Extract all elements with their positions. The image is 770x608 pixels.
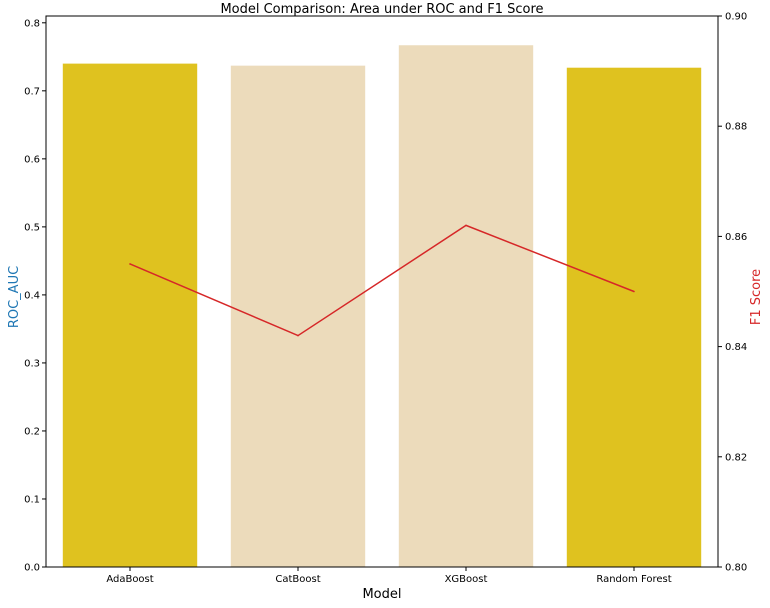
- y-tick-label-right: 0.88: [725, 122, 747, 133]
- y-tick-label-right: 0.90: [725, 12, 747, 23]
- f1-point-catboost: [297, 334, 299, 337]
- chart-title: Model Comparison: Area under ROC and F1 …: [220, 2, 543, 17]
- bars-layer: [62, 45, 702, 568]
- y-tick-label-left: 0.3: [24, 358, 40, 369]
- plot-frame: [45, 15, 719, 568]
- y-tick-label-left: 0.5: [24, 222, 40, 233]
- x-tick-label: XGBoost: [445, 574, 488, 585]
- y-tick-label-right: 0.80: [725, 563, 747, 574]
- y-axis-label-left: ROC_AUC: [7, 266, 22, 328]
- f1-point-xgboost: [465, 224, 467, 227]
- left-axis: 0.0 0.1 0.2 0.3 0.4 0.5 0.6 0.7 0.8: [24, 18, 46, 574]
- y-tick-label-left: 0.0: [24, 563, 40, 574]
- right-axis: 0.80 0.82 0.84 0.86 0.88 0.90: [718, 12, 747, 574]
- y-tick-label-left: 0.8: [24, 18, 40, 29]
- x-tick-label: CatBoost: [275, 574, 320, 585]
- x-axis-label: Model: [362, 587, 401, 602]
- x-tick-label: AdaBoost: [106, 574, 153, 585]
- x-axis: AdaBoost CatBoost XGBoost Random Forest: [106, 567, 672, 585]
- bar-adaboost: [62, 63, 198, 568]
- y-tick-label-left: 0.6: [24, 154, 40, 165]
- y-tick-label-left: 0.4: [24, 290, 40, 301]
- bar-random-forest: [566, 67, 702, 567]
- f1-line-layer: [129, 224, 635, 337]
- y-tick-label-left: 0.2: [24, 426, 40, 437]
- f1-point-random-forest: [633, 290, 635, 293]
- y-tick-label-right: 0.84: [725, 342, 747, 353]
- f1-point-adaboost: [129, 263, 131, 265]
- y-axis-label-right: F1 Score: [749, 269, 764, 325]
- f1-score-line: [129, 224, 635, 337]
- y-tick-label-left: 0.1: [24, 494, 40, 505]
- y-tick-label-right: 0.86: [725, 232, 747, 243]
- y-tick-label-left: 0.7: [24, 86, 40, 97]
- x-tick-label: Random Forest: [596, 574, 671, 585]
- y-tick-label-right: 0.82: [725, 452, 747, 463]
- bar-xgboost: [398, 45, 534, 567]
